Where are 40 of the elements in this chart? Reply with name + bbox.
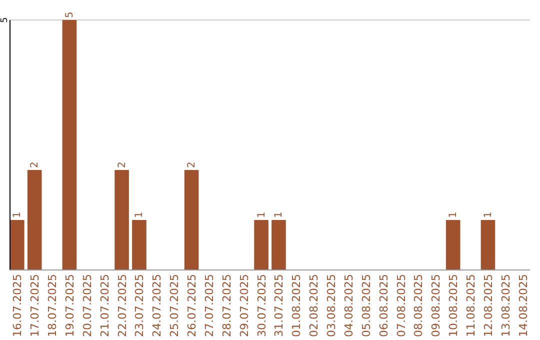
x-tick-label: 05.08.2025 xyxy=(360,274,373,337)
data-label: 1 xyxy=(274,212,285,218)
x-tick-label: 31.07.2025 xyxy=(272,274,286,337)
x-tick-label: 27.07.2025 xyxy=(202,274,216,337)
x-tick-label: 07.08.2025 xyxy=(394,274,408,337)
x-tick-label: 08.08.2025 xyxy=(412,274,426,337)
x-tick-label: 16.07.2025 xyxy=(11,274,24,337)
x-tick-label: 23.07.2025 xyxy=(133,274,146,337)
data-label: 5 xyxy=(64,12,76,18)
data-label: 1 xyxy=(448,212,460,218)
x-tick-label: 17.07.2025 xyxy=(28,274,42,337)
x-tick-label: 22.07.2025 xyxy=(116,274,129,337)
x-tick-label: 01.08.2025 xyxy=(290,274,304,337)
x-tick-label: 18.07.2025 xyxy=(46,274,60,337)
x-tick-label: 26.07.2025 xyxy=(186,274,199,337)
x-tick-label: 04.08.2025 xyxy=(342,274,356,337)
x-tick-label: 21.07.2025 xyxy=(98,274,112,337)
data-label: 1 xyxy=(12,212,24,218)
data-label: 2 xyxy=(186,162,198,168)
x-tick-label: 14.08.2025 xyxy=(516,274,530,337)
x-tick-label: 24.07.2025 xyxy=(150,274,164,337)
x-tick-label: 25.07.2025 xyxy=(168,274,182,337)
x-tick-label: 28.07.2025 xyxy=(220,274,234,337)
data-label: 2 xyxy=(30,162,41,168)
x-tick-label: 10.08.2025 xyxy=(447,274,460,337)
x-tick-label: 03.08.2025 xyxy=(325,274,338,337)
x-tick-label: 19.07.2025 xyxy=(63,274,76,337)
x-tick-label: 06.08.2025 xyxy=(377,274,390,337)
data-label: 1 xyxy=(134,212,146,218)
x-tick-label: 02.08.2025 xyxy=(308,274,321,337)
x-tick-label: 20.07.2025 xyxy=(80,274,94,337)
x-tick-label: 13.08.2025 xyxy=(499,274,512,337)
data-label: 1 xyxy=(256,212,268,218)
data-label: 2 xyxy=(116,162,128,168)
x-tick-label: 30.07.2025 xyxy=(255,274,268,337)
x-tick-label: 12.08.2025 xyxy=(482,274,495,337)
x-tick-label: 09.08.2025 xyxy=(430,274,443,337)
x-tick-label: 11.08.2025 xyxy=(464,274,478,337)
x-tick-label: 29.07.2025 xyxy=(238,274,251,337)
data-label: 1 xyxy=(482,212,494,218)
